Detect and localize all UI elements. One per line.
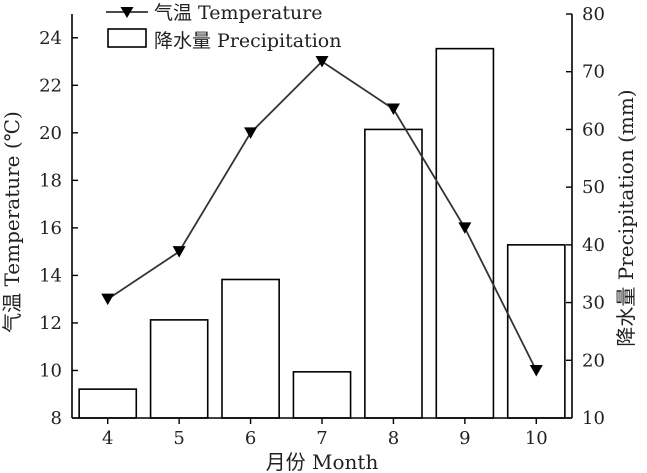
y-left-tick-label-20: 20	[39, 123, 62, 144]
y-left-tick-label-24: 24	[39, 28, 62, 49]
precipitation-bar-5	[149, 319, 209, 419]
x-tick-label-10: 10	[525, 428, 548, 449]
x-tick-label-8: 8	[388, 428, 399, 449]
precipitation-bar-8	[364, 128, 423, 419]
y-right-axis-label: 降水量 Precipitation (mm)	[614, 89, 638, 346]
x-tick-label-7: 7	[316, 428, 327, 449]
precipitation-bar-6	[221, 278, 280, 419]
x-tick-label-4: 4	[102, 428, 113, 449]
x-axis-label: 月份 Month	[266, 450, 379, 473]
y-left-tick-label-12: 12	[39, 313, 62, 334]
y-left-axis-label: 气温 Temperature (℃)	[0, 111, 24, 333]
legend: 气温 Temperature 降水量 Precipitation	[106, 2, 341, 52]
precipitation-bar-4	[78, 388, 138, 419]
temperature-marker-6	[244, 127, 258, 139]
x-tick-label-5: 5	[173, 428, 184, 449]
y-right-tick-label-80: 80	[582, 4, 605, 25]
temperature-marker-10	[529, 364, 543, 377]
temperature-marker-9	[458, 222, 472, 234]
bar-layer	[78, 47, 566, 419]
temperature-marker-7	[315, 56, 329, 68]
y-right-tick-label-60: 60	[582, 119, 605, 140]
temperature-marker-5	[172, 246, 186, 258]
x-tick-label-9: 9	[459, 428, 470, 449]
y-right-tick-label-50: 50	[582, 177, 605, 198]
y-left-tick-label-8: 8	[51, 408, 62, 429]
precipitation-bar-7	[292, 371, 352, 419]
temperature-marker-4	[101, 293, 115, 306]
y-right-tick-label-70: 70	[582, 62, 605, 83]
y-left-tick-label-22: 22	[39, 75, 62, 96]
line-layer	[101, 56, 543, 377]
y-left-tick-label-10: 10	[39, 360, 62, 381]
x-tick-label-6: 6	[245, 428, 256, 449]
legend-temperature-label: 气温 Temperature	[154, 2, 323, 24]
y-right-tick-label-30: 30	[582, 293, 605, 314]
legend-precipitation-label: 降水量 Precipitation	[154, 30, 341, 52]
temperature-marker-8	[386, 103, 400, 116]
legend-precipitation-swatch	[107, 28, 147, 48]
y-right-tick-label-10: 10	[582, 408, 605, 429]
y-right-tick-label-20: 20	[582, 350, 605, 371]
axes-layer: 8 10 12 14 16 18 20 22 24 10 20 30 40 50 60 70 80 4 5 6 7 8 9 1…	[39, 4, 605, 449]
y-right-tick-label-40: 40	[582, 235, 605, 256]
legend-temperature-marker	[120, 7, 134, 18]
y-left-tick-label-14: 14	[39, 265, 62, 286]
y-left-tick-label-16: 16	[39, 218, 62, 239]
y-left-tick-label-18: 18	[39, 170, 62, 191]
